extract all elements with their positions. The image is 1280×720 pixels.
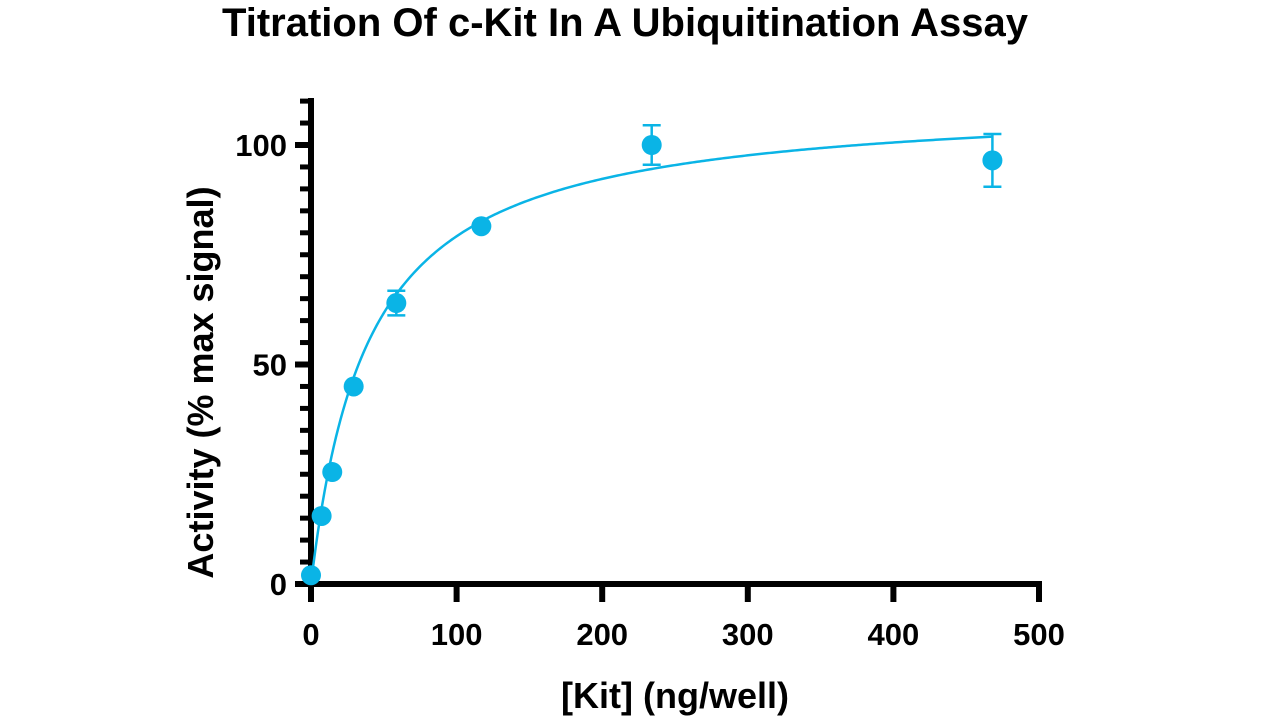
data-point (301, 565, 321, 586)
data-point (641, 135, 662, 155)
x-axis-title: [Kit] (ng/well) (561, 675, 789, 716)
x-tick-labels: 0 100 200 300 400 500 (302, 617, 1064, 652)
data-point (386, 293, 407, 314)
data-points (301, 135, 1003, 586)
y-tick-label: 0 (270, 567, 287, 602)
x-tick-label: 200 (576, 617, 628, 652)
x-tick-label: 400 (868, 617, 920, 652)
y-axis-title: Activity (% max signal) (180, 186, 221, 578)
data-point (982, 150, 1003, 171)
y-tick-labels: 0 50 100 (235, 128, 287, 602)
x-tick-label: 300 (722, 617, 774, 652)
y-tick-label: 50 (253, 348, 287, 383)
data-point (471, 216, 492, 237)
x-tick-label: 0 (302, 617, 319, 652)
data-point (322, 462, 343, 483)
x-tick-label: 100 (431, 617, 483, 652)
fit-curve (309, 135, 993, 585)
data-point (343, 376, 364, 397)
y-tick-label: 100 (235, 128, 287, 163)
data-point (311, 505, 332, 526)
chart-title: Titration Of c-Kit In A Ubiquitination A… (222, 1, 1028, 45)
x-tick-label: 500 (1013, 617, 1065, 652)
